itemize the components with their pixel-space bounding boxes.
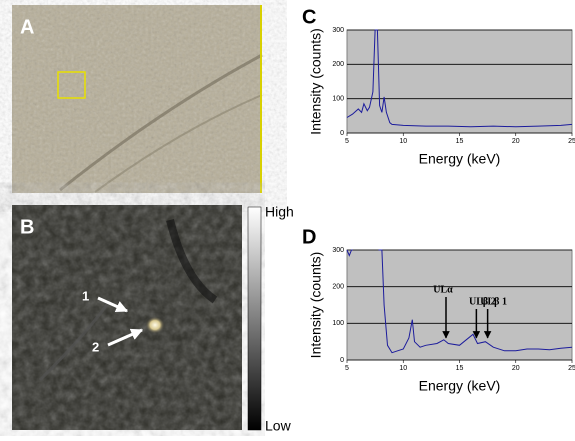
panel-label: B (20, 216, 34, 238)
x-tick-label: 10 (399, 365, 407, 372)
plot-area (346, 249, 573, 361)
x-tick-label: 15 (456, 138, 464, 145)
y-axis-label: Intensity (counts) (308, 252, 324, 359)
x-tick-label: 20 (512, 138, 520, 145)
panel-label: A (20, 16, 34, 38)
image-a: A (12, 5, 263, 193)
x-tick-label: 5 (345, 365, 349, 372)
x-tick-label: 25 (568, 365, 575, 372)
image-b: 1 2 B High Low (12, 204, 294, 434)
colorbar-label: Low (265, 418, 292, 434)
panel-label: C (302, 6, 316, 28)
y-tick-label: 0 (340, 130, 344, 137)
y-tick-label: 300 (332, 27, 344, 34)
x-tick-label: 10 (399, 138, 407, 145)
x-axis-label: Energy (keV) (419, 378, 501, 394)
spectrum-line (346, 249, 573, 354)
x-tick-label: 25 (568, 138, 575, 145)
spectrum-line (346, 29, 573, 128)
marker-label: 2 (92, 339, 99, 354)
plot-area (346, 29, 573, 134)
annotation: ULβ 2 (469, 296, 496, 307)
x-tick-label: 20 (512, 365, 520, 372)
y-tick-label: 300 (332, 247, 344, 254)
panel-label: D (302, 226, 316, 248)
y-tick-label: 100 (332, 320, 344, 327)
marker-label: 1 (82, 288, 89, 303)
x-axis-label: Energy (keV) (419, 151, 501, 167)
x-tick-label: 15 (456, 365, 464, 372)
y-tick-label: 0 (340, 357, 344, 364)
y-axis-label: Intensity (counts) (308, 28, 324, 135)
annotation: ULα (433, 284, 453, 295)
colorbar-label: High (265, 204, 294, 220)
annotation: ULβ 1 (480, 296, 507, 307)
y-tick-label: 200 (332, 61, 344, 68)
y-tick-label: 100 (332, 96, 344, 103)
y-tick-label: 200 (332, 284, 344, 291)
x-tick-label: 5 (345, 138, 349, 145)
